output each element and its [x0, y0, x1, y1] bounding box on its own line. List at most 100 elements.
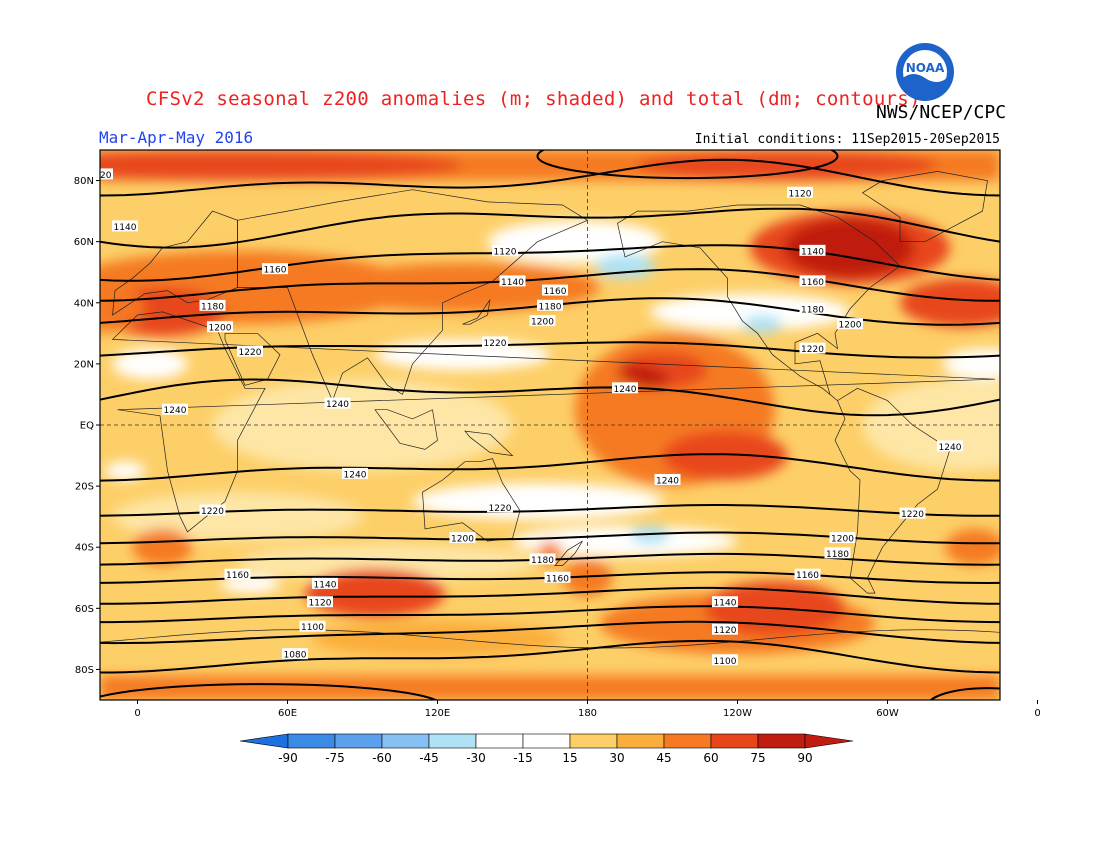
contour-label: 1240	[612, 382, 638, 395]
contour-label-bg	[529, 553, 556, 565]
contour-label: 1160	[544, 571, 571, 584]
contour-1180	[100, 268, 1000, 302]
contour-label-bg	[299, 620, 326, 632]
south-polar-band	[100, 675, 1000, 700]
contour-label-bg	[794, 568, 821, 580]
contour-label-bg	[787, 186, 813, 198]
contour-label-bg	[712, 654, 738, 666]
colorbar-box	[381, 733, 430, 749]
lat-label: 80N	[74, 176, 94, 187]
contour-label-text: 1160	[546, 574, 569, 584]
contour-label-text: 1160	[264, 266, 287, 276]
contour-label-text: 1240	[939, 443, 962, 453]
contour-label: 1160	[262, 263, 288, 276]
lat-label: EQ	[80, 421, 94, 432]
contour-label-bg	[837, 318, 863, 330]
new-guinea-coast	[464, 430, 514, 457]
contour-label: 1120	[100, 168, 113, 181]
contour-label-text: 1140	[114, 223, 137, 233]
contour-label: 1220	[482, 336, 508, 349]
north-america-coast	[617, 204, 901, 401]
contour-label-text: 1120	[494, 247, 517, 257]
contour-label-bg	[100, 168, 113, 180]
contour-label-text: 1140	[314, 580, 337, 590]
contour-label-bg	[542, 284, 568, 296]
contour-label-text: 1200	[451, 535, 474, 545]
colorbar-tick-label: 75	[750, 751, 765, 765]
contour-label-text: 1240	[164, 406, 187, 416]
anomaly-blob	[112, 348, 188, 380]
colorbar-box	[475, 733, 524, 749]
contour-label-bg	[342, 467, 368, 479]
contour-label-text: 1120	[309, 599, 332, 609]
contour-1080	[100, 639, 1000, 674]
anomaly-feature	[747, 315, 778, 334]
colorbar-arrow-left	[239, 733, 289, 749]
contour-label: 1240	[342, 467, 368, 480]
colorbar-tick-label: 45	[656, 751, 671, 765]
contour-label-text: 1220	[489, 504, 512, 514]
contour-label: 1160	[794, 568, 821, 581]
chart-title: CFSv2 seasonal z200 anomalies (m; shaded…	[146, 88, 921, 110]
contour-label-text: 1220	[801, 345, 824, 355]
contour-label: 1140	[799, 244, 826, 257]
contour-label-text: 1160	[226, 571, 249, 581]
lat-label: 40N	[74, 298, 94, 309]
anomaly-blob	[862, 379, 1000, 471]
contour-label-bg	[237, 345, 263, 357]
colorbar-box	[287, 733, 336, 749]
noaa-logo-text: NOAA	[906, 61, 945, 75]
contour-label: 1220	[199, 504, 226, 517]
contour-labels: 1120 1120 1120 1140 1140 1140 1160 1160 1160 1180…	[100, 168, 963, 667]
contour-label-text: 1180	[531, 556, 554, 566]
colorbar-box	[616, 733, 665, 749]
contour-polar-south-2	[929, 687, 1000, 700]
contour-label-bg	[224, 568, 251, 580]
contour-label: 1180	[529, 553, 556, 566]
contour-1160	[100, 244, 1000, 282]
contour-label-text: 1200	[839, 321, 862, 331]
contour-label-bg	[799, 342, 826, 354]
contour-1140	[100, 586, 1000, 605]
contour-label-bg	[307, 596, 333, 608]
australia-coast	[422, 458, 521, 542]
contour-polar-south	[100, 683, 438, 700]
contour-label-bg	[199, 504, 226, 516]
colorbar-box	[334, 733, 383, 749]
contour-label-bg	[544, 571, 571, 583]
contour-label-bg	[799, 244, 826, 256]
axis-labels: 80N 60N 40N 20N EQ 20S 40S 60S 80S 0 60E 120E 180 120…	[74, 176, 1041, 719]
contour-label-text: 1220	[484, 339, 507, 349]
colorbar-arrow-right	[804, 733, 854, 749]
contour-label-text: 1080	[284, 651, 307, 661]
contour-label: 1100	[712, 654, 738, 667]
contour-label-bg	[529, 315, 556, 327]
contour-label: 1200	[837, 318, 863, 331]
contour-label-bg	[824, 547, 851, 559]
contour-label: 1180	[824, 547, 851, 560]
africa-coast	[111, 311, 996, 533]
contour-label: 1200	[829, 532, 856, 545]
contour-label-bg	[537, 299, 563, 311]
contour-label-text: 1140	[501, 278, 524, 288]
season-label: Mar-Apr-May 2016	[99, 128, 254, 147]
colorbar-tick-label: 60	[703, 751, 718, 765]
colorbar-tick-label: 30	[609, 751, 624, 765]
contour-label: 1080	[282, 648, 308, 661]
lat-label: 40S	[75, 543, 94, 554]
contour-label-bg	[937, 440, 963, 452]
contour-1100	[100, 620, 1000, 645]
contour-label: 1240	[937, 440, 963, 453]
contour-label-text: 1120	[789, 189, 812, 199]
contour-label-text: 1140	[801, 247, 824, 257]
colorbar-tick-label: -30	[466, 751, 486, 765]
indonesia-coast	[374, 409, 438, 450]
colorbar-tick-label: -75	[325, 751, 345, 765]
lon-label: 60E	[278, 708, 297, 719]
lat-label: 60N	[74, 237, 94, 248]
contour-label-bg	[612, 382, 638, 394]
lon-label: 120E	[425, 708, 450, 719]
contour-label-bg	[499, 275, 526, 287]
colorbar-tick-label: -45	[419, 751, 439, 765]
